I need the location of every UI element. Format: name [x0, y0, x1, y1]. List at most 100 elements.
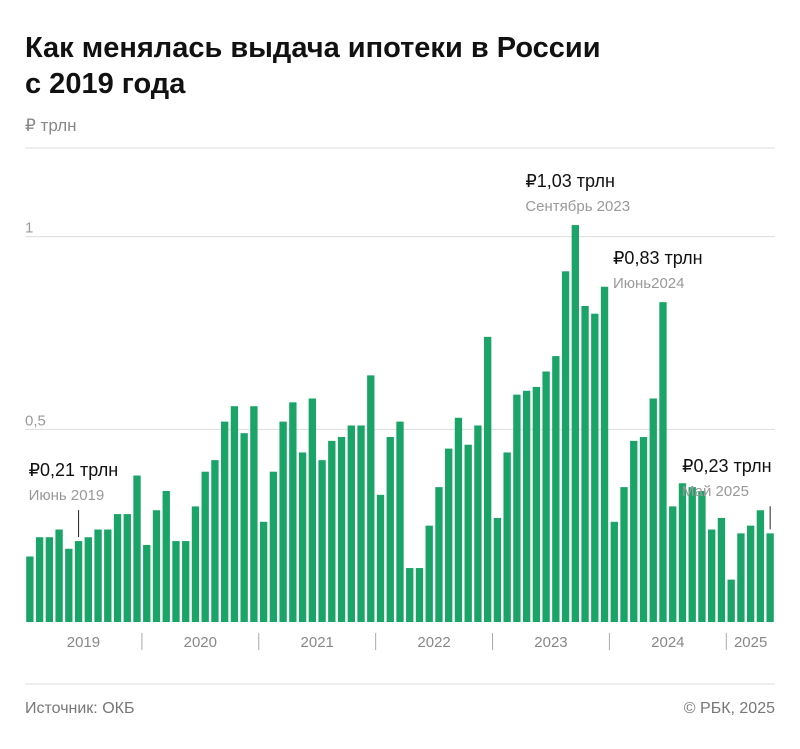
chart-title: с 2019 года	[25, 68, 186, 100]
annotation-date: Июнь2024	[613, 275, 685, 292]
bar	[240, 433, 248, 622]
bar	[474, 425, 482, 622]
bar	[211, 460, 219, 622]
credit: © РБК, 2025	[684, 700, 775, 717]
bar	[493, 517, 502, 622]
bar	[376, 494, 385, 622]
bar	[406, 568, 414, 622]
bar	[581, 306, 589, 622]
bar	[688, 487, 696, 622]
bar	[522, 390, 531, 622]
bar	[279, 421, 287, 622]
bar	[250, 406, 258, 622]
bar	[425, 525, 433, 622]
bar	[737, 533, 745, 622]
bar	[55, 529, 63, 622]
bar	[454, 417, 463, 622]
bar	[513, 394, 521, 622]
bar	[746, 525, 755, 622]
bar	[259, 521, 268, 622]
bar	[678, 483, 687, 622]
bar	[84, 537, 92, 622]
bar	[717, 517, 726, 622]
annotation-date: Июнь 2019	[29, 487, 105, 504]
bar	[123, 514, 131, 622]
unit-label: ₽ трлн	[25, 116, 77, 135]
bar	[659, 302, 667, 622]
bar	[600, 286, 609, 622]
bar	[649, 398, 657, 622]
bar	[298, 452, 307, 622]
x-tick-label: 2022	[417, 634, 450, 651]
bar	[708, 529, 716, 622]
bar	[143, 544, 151, 622]
bar	[94, 529, 102, 622]
bar	[230, 406, 239, 622]
bar	[65, 548, 73, 622]
bar	[639, 437, 648, 622]
bar	[172, 541, 180, 622]
x-tick-label: 2021	[301, 634, 334, 651]
bar	[152, 510, 161, 622]
bar	[571, 225, 579, 622]
bar	[26, 556, 34, 622]
bar	[367, 375, 375, 622]
annotation-date: Сентябрь 2023	[525, 198, 630, 215]
bar	[328, 440, 336, 622]
bar	[766, 533, 774, 622]
bar	[133, 475, 141, 622]
bar	[201, 471, 209, 622]
x-tick-label: 2025	[734, 634, 767, 651]
bar	[415, 568, 424, 622]
annotation-value: ₽0,21 трлн	[29, 460, 119, 480]
bar	[162, 490, 170, 622]
bar	[552, 356, 560, 622]
bar	[561, 271, 570, 622]
bar	[191, 506, 200, 622]
bar	[221, 421, 229, 622]
bar	[532, 386, 541, 622]
x-tick-label: 2019	[67, 634, 100, 651]
bar	[630, 440, 638, 622]
x-tick-label: 2024	[651, 634, 684, 651]
bar	[337, 437, 346, 622]
bar	[74, 541, 83, 622]
annotation-date: Май 2025	[682, 483, 749, 500]
y-tick-label: 0,5	[25, 412, 46, 429]
x-tick-label: 2020	[184, 634, 217, 651]
bar	[357, 425, 365, 622]
bar	[483, 336, 492, 622]
bar	[620, 487, 628, 622]
bar	[269, 471, 278, 622]
bar	[610, 521, 618, 622]
bar	[386, 437, 394, 622]
bar	[104, 529, 112, 622]
source: Источник: ОКБ	[25, 700, 134, 717]
bar	[503, 452, 511, 622]
bar	[542, 371, 550, 622]
annotation-value: ₽0,23 трлн	[682, 456, 772, 476]
bar	[182, 541, 190, 622]
annotation-value: ₽0,83 трлн	[613, 248, 703, 268]
bar	[308, 398, 317, 622]
bar	[698, 490, 706, 622]
bar	[445, 448, 453, 622]
bar	[289, 402, 297, 622]
annotation-value: ₽1,03 трлн	[525, 171, 615, 191]
bar	[35, 537, 44, 622]
bar	[45, 537, 54, 622]
bar	[396, 421, 404, 622]
x-tick-label: 2023	[534, 634, 567, 651]
chart-title: Как менялась выдача ипотеки в России	[25, 32, 601, 64]
bar	[591, 313, 599, 622]
bar	[113, 514, 122, 622]
bar	[347, 425, 355, 622]
y-tick-label: 1	[25, 220, 33, 237]
bar	[464, 444, 472, 622]
bar	[756, 510, 765, 622]
bar	[435, 487, 443, 622]
bar	[318, 460, 326, 622]
bar	[727, 579, 735, 622]
bar	[669, 506, 677, 622]
